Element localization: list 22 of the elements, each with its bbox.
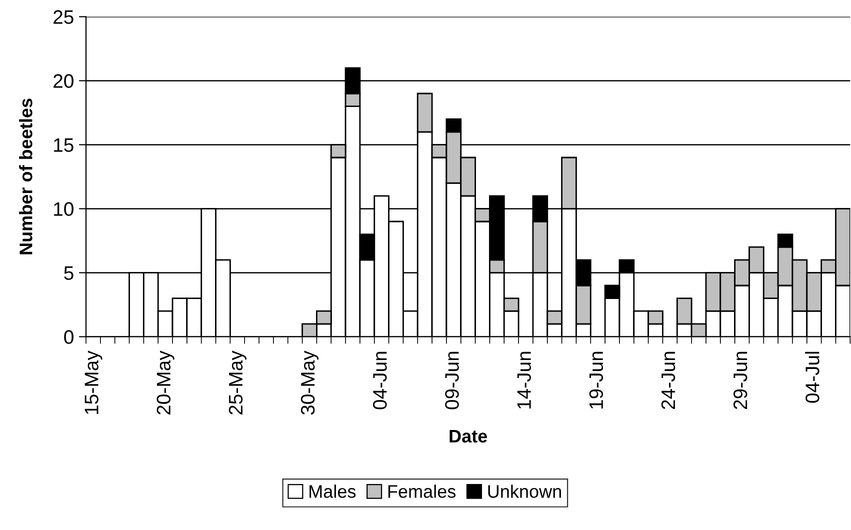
x-tick-label: 09-Jun: [445, 352, 459, 410]
x-tick-label: 04-Jul: [805, 352, 820, 403]
y-tick-label: 20: [54, 74, 74, 88]
y-tick-label: 25: [54, 10, 74, 24]
legend-label: Unknown: [488, 484, 561, 498]
x-tick-label: 20-May: [156, 350, 174, 414]
x-tick-label: 15-May: [84, 350, 102, 414]
y-tick-label: 5: [64, 266, 74, 280]
y-tick-label: 15: [54, 138, 74, 152]
x-tick-label: 30-May: [300, 350, 319, 415]
x-tick-label: 19-Jun: [589, 352, 604, 409]
x-tick-label: 29-Jun: [733, 352, 748, 410]
y-tick-label: 0: [64, 330, 74, 344]
x-axis-title: Date: [450, 430, 488, 443]
y-tick-label: 10: [54, 202, 74, 216]
x-tick-label: 14-Jun: [517, 352, 531, 409]
x-tick-label: 24-Jun: [661, 352, 676, 410]
x-tick-label: 25-May: [228, 350, 246, 414]
x-tick-label: 04-Jun: [373, 352, 387, 410]
legend-label: Females: [388, 484, 456, 498]
legend-label: Males: [310, 484, 356, 498]
y-axis-title: Number of beetles: [19, 98, 32, 254]
